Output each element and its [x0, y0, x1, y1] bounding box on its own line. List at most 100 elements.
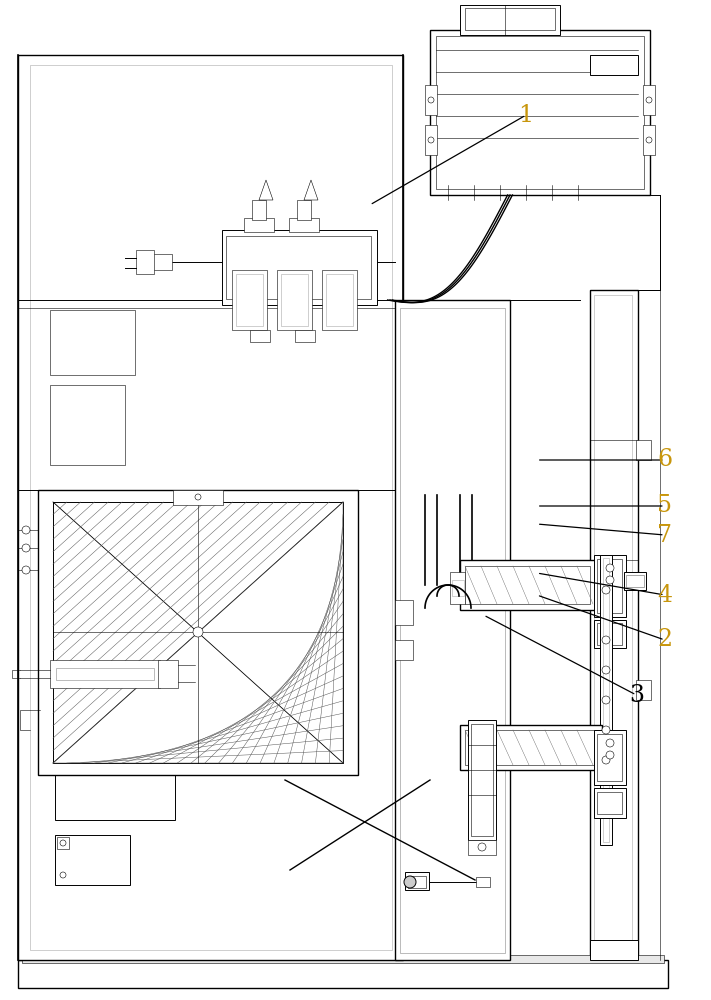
Bar [18, 55, 403, 960]
Bar [277, 270, 312, 330]
Bar [408, 876, 426, 888]
Text: 5: 5 [657, 494, 673, 518]
Circle shape [22, 526, 30, 534]
Bar [597, 623, 622, 645]
Bar [395, 600, 413, 625]
Circle shape [606, 576, 614, 584]
Bar [425, 85, 437, 115]
Bar [322, 270, 357, 330]
Circle shape [646, 97, 652, 103]
Circle shape [195, 494, 201, 500]
Bar [173, 490, 223, 505]
Bar [430, 30, 650, 195]
Text: 2: 2 [657, 629, 673, 652]
Bar [468, 720, 496, 840]
Bar [471, 724, 493, 836]
Polygon shape [259, 180, 273, 200]
Bar [55, 740, 175, 820]
Text: 7: 7 [657, 524, 673, 546]
Bar [590, 290, 638, 955]
Circle shape [22, 566, 30, 574]
Circle shape [404, 876, 416, 888]
Bar [450, 572, 465, 604]
Bar [465, 566, 590, 604]
Bar [643, 125, 655, 155]
Polygon shape [304, 180, 318, 200]
Bar [594, 295, 632, 950]
Circle shape [193, 627, 203, 637]
Circle shape [606, 751, 614, 759]
Bar [465, 730, 597, 765]
Circle shape [602, 586, 610, 594]
Bar [30, 65, 392, 950]
Text: 4: 4 [657, 584, 673, 606]
Circle shape [602, 636, 610, 644]
Bar [222, 230, 377, 305]
Circle shape [602, 726, 610, 734]
Bar [18, 960, 668, 988]
Circle shape [60, 872, 66, 878]
Bar [594, 555, 626, 617]
Bar [395, 640, 413, 660]
Bar [626, 575, 644, 587]
Bar [244, 218, 274, 232]
Bar [594, 620, 626, 648]
Bar [281, 274, 308, 326]
Bar [460, 725, 602, 770]
Bar [56, 668, 154, 680]
Circle shape [602, 666, 610, 674]
Bar [636, 440, 651, 460]
Text: 6: 6 [657, 448, 673, 472]
Circle shape [606, 739, 614, 747]
Bar [460, 5, 560, 35]
Bar [468, 840, 496, 855]
Bar [636, 680, 651, 700]
Bar [295, 330, 315, 342]
Bar [600, 555, 612, 845]
Bar [597, 559, 622, 613]
Bar [452, 580, 464, 596]
Bar [405, 872, 429, 890]
Bar [55, 835, 130, 885]
Bar [53, 502, 343, 763]
Bar [22, 955, 664, 963]
Bar [594, 730, 626, 785]
Circle shape [428, 97, 434, 103]
Bar [590, 55, 638, 75]
Bar [57, 837, 69, 849]
Bar [236, 274, 263, 326]
Bar [50, 310, 135, 375]
Bar [150, 254, 172, 270]
Bar [297, 200, 311, 220]
Bar [50, 660, 160, 688]
Bar [50, 385, 125, 465]
Circle shape [428, 137, 434, 143]
Bar [597, 734, 622, 781]
Bar [395, 300, 510, 960]
Bar [436, 36, 644, 189]
Bar [326, 274, 353, 326]
Circle shape [22, 544, 30, 552]
Bar [158, 660, 178, 688]
Bar [232, 270, 267, 330]
Bar [624, 572, 646, 590]
Circle shape [602, 756, 610, 764]
Bar [136, 250, 154, 274]
Bar [594, 788, 626, 818]
Bar [226, 236, 371, 299]
Bar [476, 877, 490, 887]
Bar [250, 330, 270, 342]
Bar [400, 308, 505, 953]
Circle shape [646, 137, 652, 143]
Bar [597, 792, 622, 814]
Circle shape [606, 564, 614, 572]
Bar [38, 490, 358, 775]
Bar [425, 125, 437, 155]
Bar [289, 218, 319, 232]
Bar [643, 85, 655, 115]
Circle shape [602, 696, 610, 704]
Text: 3: 3 [629, 684, 644, 706]
Circle shape [478, 843, 486, 851]
Bar [603, 558, 609, 842]
Bar [465, 8, 555, 30]
